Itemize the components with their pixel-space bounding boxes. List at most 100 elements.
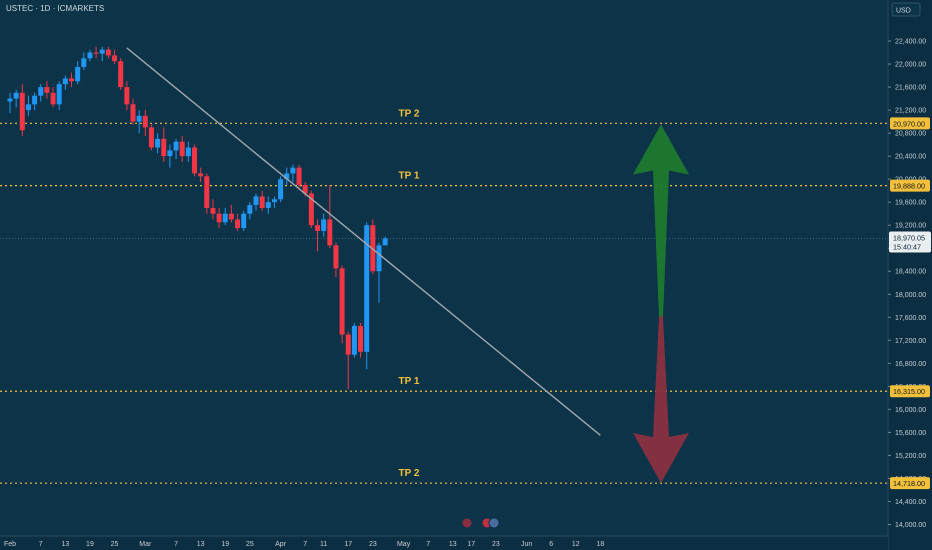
candle-body bbox=[155, 138, 161, 148]
candle-body bbox=[247, 205, 253, 214]
level-label: TP 2 bbox=[399, 108, 420, 119]
candle-body bbox=[376, 245, 382, 272]
candle-body bbox=[148, 127, 154, 148]
price-tick-label: 20,400.00 bbox=[895, 154, 926, 161]
candle-body bbox=[167, 150, 173, 157]
current-price-badge bbox=[889, 231, 931, 253]
time-tick-label: 12 bbox=[572, 541, 580, 548]
price-tick-label: 21,200.00 bbox=[895, 108, 926, 115]
candle-body bbox=[93, 52, 99, 54]
price-tick-label: 15,200.00 bbox=[895, 453, 926, 460]
arrow-up-icon bbox=[633, 124, 689, 320]
candle-body bbox=[284, 173, 290, 180]
price-tick-label: 18,400.00 bbox=[895, 269, 926, 276]
level-axis-label: 20,970.00 bbox=[893, 119, 925, 128]
price-tick-label: 18,000.00 bbox=[895, 292, 926, 299]
time-tick-label: 19 bbox=[86, 541, 94, 548]
price-tick-label: 16,800.00 bbox=[895, 361, 926, 368]
time-axis-panel bbox=[0, 536, 888, 550]
candle-body bbox=[13, 92, 19, 99]
candle-body bbox=[56, 84, 62, 105]
candle-body bbox=[327, 219, 333, 246]
candle-body bbox=[87, 52, 93, 59]
time-tick-label: Jun bbox=[521, 541, 532, 548]
time-tick-label: 17 bbox=[467, 541, 475, 548]
candle-body bbox=[50, 92, 56, 105]
arrow-down-icon bbox=[633, 315, 689, 484]
candle-body bbox=[124, 87, 130, 105]
price-tick-label: 20,800.00 bbox=[895, 131, 926, 138]
candle-body bbox=[259, 196, 265, 208]
price-tick-label: 21,600.00 bbox=[895, 85, 926, 92]
candle-body bbox=[81, 58, 87, 67]
price-tick-label: 19,200.00 bbox=[895, 223, 926, 230]
candle-body bbox=[345, 334, 351, 355]
time-tick-label: 25 bbox=[111, 541, 119, 548]
time-tick-label: 7 bbox=[426, 541, 430, 548]
time-tick-label: 13 bbox=[449, 541, 457, 548]
candle-body bbox=[204, 176, 210, 208]
candle-body bbox=[358, 325, 364, 352]
candle-body bbox=[99, 49, 105, 54]
time-tick-label: Apr bbox=[275, 541, 287, 548]
candle-body bbox=[62, 78, 68, 85]
price-axis-panel bbox=[888, 0, 932, 550]
time-tick-label: 11 bbox=[320, 541, 327, 548]
candle-body bbox=[136, 115, 142, 122]
candle-body bbox=[296, 167, 302, 185]
price-tick-label: 15,600.00 bbox=[895, 430, 926, 437]
candle-body bbox=[210, 207, 216, 214]
currency-label: USD bbox=[896, 8, 911, 15]
candle-body bbox=[364, 225, 370, 352]
candle-body bbox=[161, 138, 167, 157]
candle-body bbox=[351, 325, 357, 355]
level-axis-badge bbox=[890, 179, 930, 192]
time-tick-label: 6 bbox=[549, 541, 553, 548]
candle-body bbox=[265, 202, 271, 208]
candle-body bbox=[308, 193, 314, 226]
time-tick-label: Feb bbox=[4, 541, 16, 548]
candle-body bbox=[130, 104, 136, 122]
level-axis-badge bbox=[890, 385, 930, 398]
time-tick-label: 17 bbox=[344, 541, 352, 548]
candle-body bbox=[142, 115, 148, 128]
time-tick-label: 25 bbox=[246, 541, 254, 548]
candle-body bbox=[333, 245, 339, 269]
symbol-title: USTEC · 1D · ICMARKETS bbox=[6, 4, 105, 13]
candle-body bbox=[19, 92, 25, 131]
candle-body bbox=[69, 78, 74, 82]
time-tick-label: 13 bbox=[197, 541, 205, 548]
price-tick-label: 17,200.00 bbox=[895, 338, 926, 345]
current-price-label: 18,970.05 bbox=[893, 233, 925, 242]
candle-body bbox=[179, 141, 185, 157]
time-tick-label: 23 bbox=[369, 541, 377, 548]
candle-body bbox=[241, 213, 247, 229]
candle-body bbox=[216, 213, 222, 223]
candle-body bbox=[75, 66, 81, 82]
price-tick-label: 22,400.00 bbox=[895, 39, 926, 46]
candle-body bbox=[38, 87, 44, 96]
time-tick-label: 19 bbox=[221, 541, 229, 548]
level-label: TP 2 bbox=[399, 468, 420, 479]
candle-body bbox=[44, 87, 50, 93]
time-tick-label: 7 bbox=[39, 541, 43, 548]
level-axis-label: 16,315.00 bbox=[893, 387, 925, 396]
time-tick-label: 13 bbox=[61, 541, 69, 548]
price-tick-label: 16,000.00 bbox=[895, 407, 926, 414]
candle-body bbox=[235, 219, 241, 229]
event-marker-icon bbox=[488, 517, 500, 529]
level-label: TP 1 bbox=[399, 376, 420, 387]
price-tick-label: 14,000.00 bbox=[895, 522, 926, 529]
candle-body bbox=[192, 147, 197, 174]
candle-body bbox=[7, 98, 13, 102]
candle-body bbox=[315, 225, 320, 231]
time-tick-label: 7 bbox=[174, 541, 178, 548]
level-axis-badge bbox=[890, 117, 930, 130]
trendline bbox=[126, 47, 601, 436]
candle-body bbox=[198, 173, 204, 177]
level-axis-label: 14,718.00 bbox=[893, 479, 925, 488]
candle-body bbox=[290, 167, 296, 174]
candle-body bbox=[271, 199, 277, 203]
event-marker-icon bbox=[461, 517, 473, 529]
